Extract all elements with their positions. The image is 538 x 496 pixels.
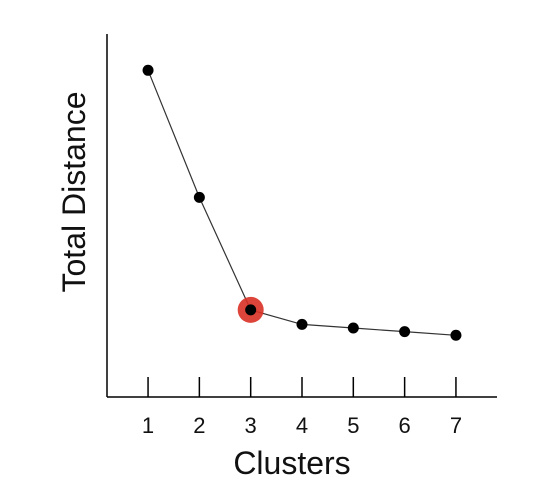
- data-point-6: [399, 326, 411, 338]
- data-point-7: [450, 329, 462, 341]
- plot-area: 1 2 3 4 5 6 7: [106, 34, 497, 438]
- x-tick-label-1: 1: [142, 413, 154, 438]
- x-axis-title: Clusters: [233, 445, 350, 481]
- x-tick-label-3: 3: [245, 413, 257, 438]
- x-tick-label-2: 2: [193, 413, 205, 438]
- x-tick-label-7: 7: [450, 413, 462, 438]
- x-axis-ticks: [147, 377, 457, 397]
- data-point-1: [142, 64, 154, 76]
- series-line: [147, 70, 456, 336]
- data-point-2: [193, 191, 205, 203]
- x-tick-label-5: 5: [347, 413, 359, 438]
- series-points: [142, 64, 462, 341]
- x-axis-tick-labels: 1 2 3 4 5 6 7: [142, 413, 462, 438]
- x-tick-label-6: 6: [399, 413, 411, 438]
- x-tick-label-4: 4: [296, 413, 308, 438]
- data-point-3: [245, 304, 257, 316]
- y-axis-title: Total Distance: [56, 92, 92, 293]
- data-point-4: [296, 318, 308, 330]
- data-point-5: [347, 322, 359, 334]
